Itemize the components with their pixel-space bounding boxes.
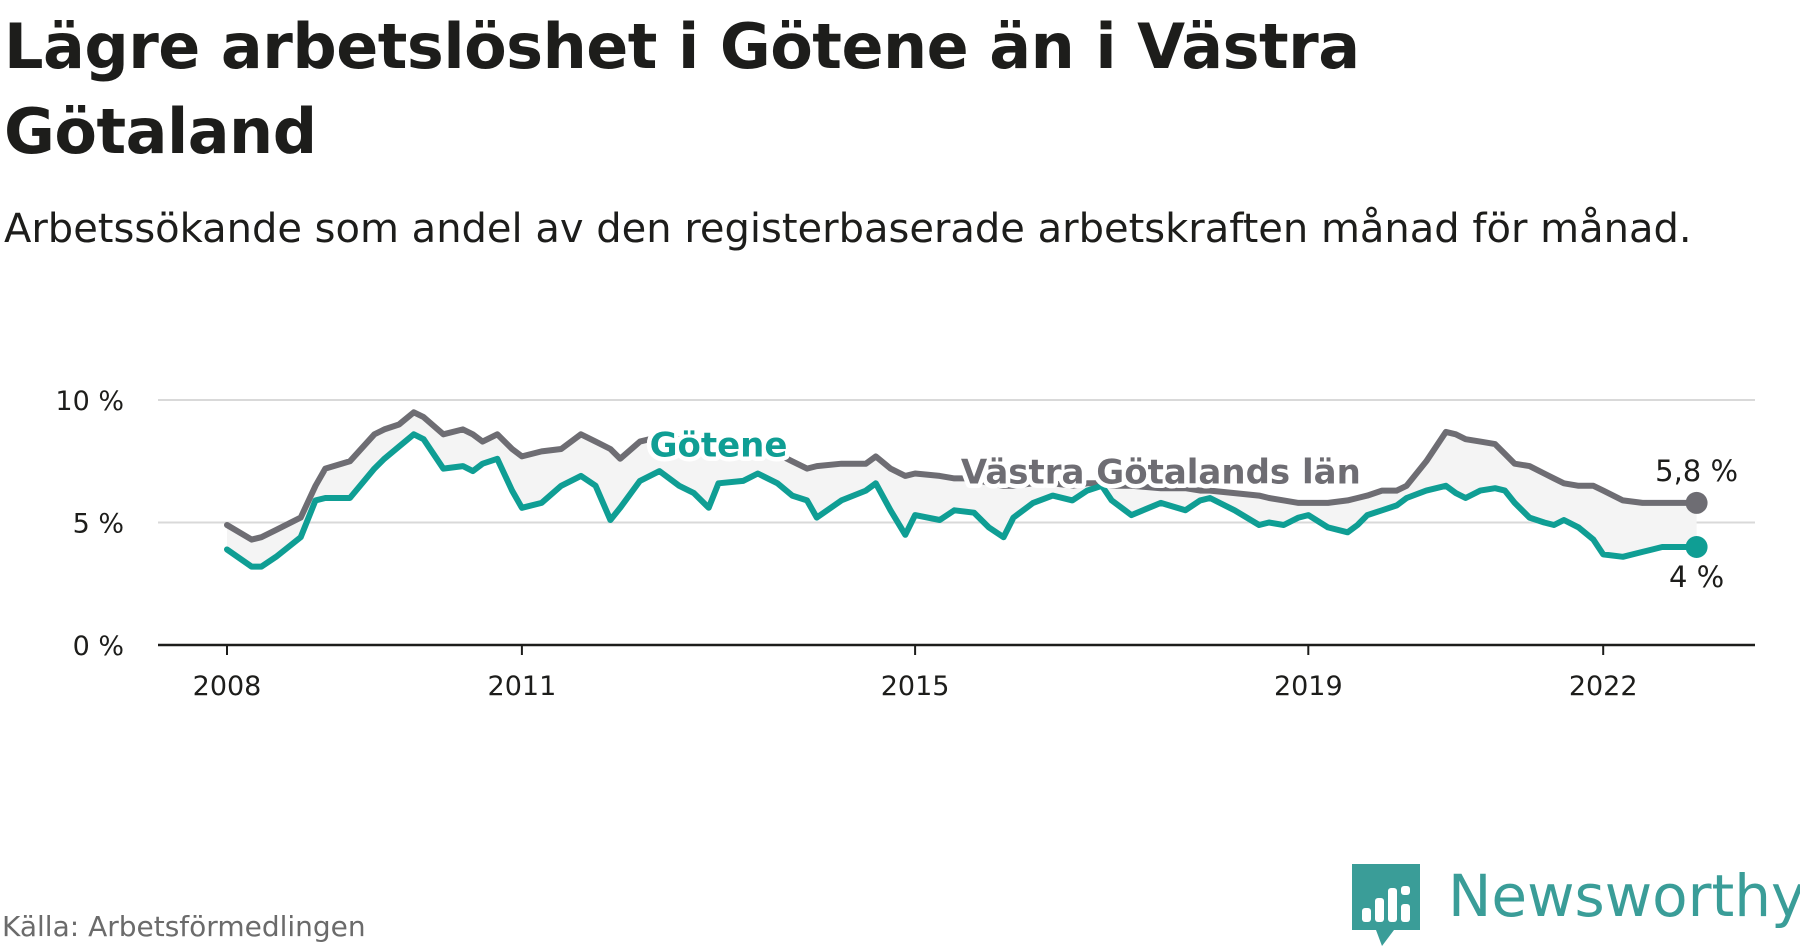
vastra-gotaland-series-label: Västra Götalands län (961, 452, 1361, 492)
chart-subtitle: Arbetssökande som andel av den registerb… (4, 206, 1692, 252)
gotene-line (224, 431, 1700, 570)
gap-area (227, 412, 1697, 567)
gotene-series-label: Götene (650, 425, 788, 465)
newsworthy-logo-icon (1352, 864, 1420, 946)
chart-title: Lägre arbetslöshet i Götene än i Västra … (4, 10, 1360, 168)
x-tick-label-2022: 2022 (1569, 671, 1638, 702)
x-tick-label-2011: 2011 (488, 671, 557, 702)
gotene-end-point (1685, 536, 1708, 558)
x-tick-label-2015: 2015 (881, 671, 950, 702)
axes: 0 % 5 % 10 % 2008 2011 2015 2019 2022 (55, 386, 1755, 702)
vastra-gotaland-end-point (1685, 491, 1708, 514)
x-tick-label-2008: 2008 (193, 671, 262, 702)
y-tick-label-10: 10 % (55, 386, 124, 417)
labels: 5,8 % 4 % Götene Västra Götalands län (645, 421, 1738, 594)
gridlines (158, 399, 1755, 524)
source-note: Källa: Arbetsförmedlingen (2, 910, 366, 943)
y-tick-label-5: 5 % (73, 509, 124, 540)
difference-band (227, 412, 1697, 567)
series-lines (224, 409, 1708, 570)
x-tick-label-2019: 2019 (1274, 671, 1343, 702)
vastra-gotaland-line (224, 409, 1700, 543)
vastra-gotaland-end-label: 5,8 % (1655, 454, 1738, 488)
gotene-end-label: 4 % (1669, 560, 1724, 594)
brand-name: Newsworthy (1448, 862, 1800, 930)
y-tick-label-0: 0 % (73, 631, 124, 662)
